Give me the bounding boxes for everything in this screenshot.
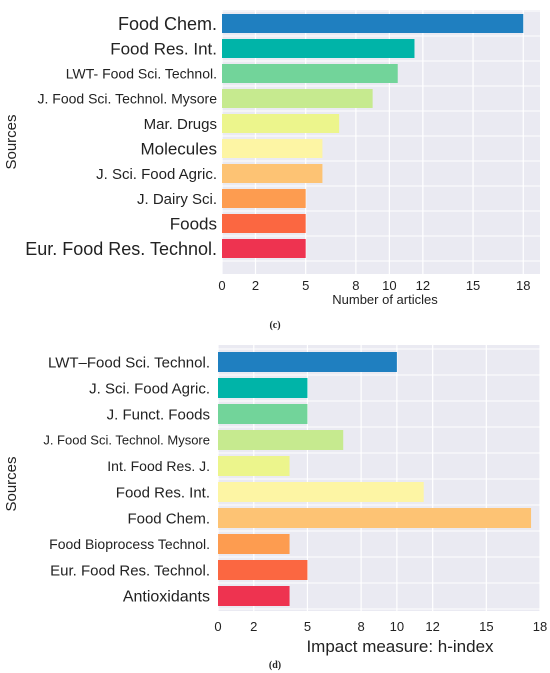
bar [222, 164, 323, 183]
bar [218, 352, 397, 372]
x-tick-label: 5 [302, 278, 309, 293]
category-label: Mar. Drugs [144, 116, 217, 133]
x-tick-label: 2 [252, 278, 259, 293]
bar [222, 239, 306, 258]
category-label: Eur. Food Res. Technol. [50, 562, 210, 579]
bar [218, 404, 308, 424]
bar [218, 430, 344, 450]
x-tick-label: 15 [466, 278, 480, 293]
category-label: J. Food Sci. Technol. Mysore [43, 433, 210, 448]
bars-d [218, 352, 532, 606]
category-label: LWT- Food Sci. Technol. [66, 65, 217, 81]
chart-c: Food Chem. Food Res. Int. LWT- Food Sci. T… [3, 10, 540, 331]
x-tick-label: 0 [218, 278, 225, 293]
category-label: Int. Food Res. J. [107, 458, 210, 474]
chart-d: LWT–Food Sci. Technol. J. Sci. Food Agric… [3, 345, 547, 671]
category-label: Food Res. Int. [116, 484, 210, 501]
bar [222, 214, 306, 233]
tick-labels-d: 0 2 5 8 10 12 15 18 [214, 619, 547, 634]
bar [218, 378, 308, 398]
bar [218, 586, 290, 606]
bar [218, 534, 290, 554]
category-label: Foods [170, 214, 217, 233]
category-label: J. Sci. Food Agric. [89, 380, 210, 397]
caption-d: (d) [269, 660, 281, 671]
bar [218, 482, 424, 502]
category-label: Molecules [140, 139, 217, 158]
category-label: Eur. Food Res. Technol. [25, 239, 217, 259]
category-label: J. Dairy Sci. [137, 191, 217, 208]
bars-c [222, 14, 524, 258]
x-tick-label: 15 [479, 619, 493, 634]
x-tick-label: 8 [352, 278, 359, 293]
category-label: J. Food Sci. Technol. Mysore [38, 90, 218, 106]
category-labels-d: LWT–Food Sci. Technol. J. Sci. Food Agric… [43, 354, 210, 605]
caption-c: (c) [269, 320, 280, 331]
x-tick-label: 18 [516, 278, 530, 293]
category-label: J. Sci. Food Agric. [96, 166, 217, 183]
category-label: Antioxidants [123, 589, 210, 606]
x-tick-label: 2 [250, 619, 257, 634]
x-tick-label: 5 [304, 619, 311, 634]
x-axis-title-d: Impact measure: h-index [306, 637, 494, 656]
x-tick-label: 12 [416, 278, 430, 293]
y-axis-title-c: Sources [3, 114, 20, 169]
category-label: J. Funct. Foods [107, 406, 210, 423]
x-tick-label: 18 [533, 619, 547, 634]
bar [222, 189, 306, 208]
bar [222, 89, 373, 108]
category-label: Food Res. Int. [110, 39, 217, 58]
category-label: Food Chem. [127, 510, 210, 527]
x-axis-title-c: Number of articles [332, 292, 438, 307]
x-tick-label: 8 [357, 619, 364, 634]
category-label: Food Chem. [118, 14, 217, 34]
bar [218, 456, 290, 476]
bar [222, 64, 398, 83]
bar [218, 560, 308, 580]
bar [222, 14, 524, 33]
category-label: LWT–Food Sci. Technol. [48, 354, 210, 371]
category-label: Food Bioprocess Technol. [49, 536, 210, 552]
x-tick-label: 12 [425, 619, 439, 634]
x-tick-label: 10 [390, 619, 404, 634]
tick-labels-c: 0 2 5 8 10 12 15 18 [218, 278, 530, 293]
bar [222, 114, 340, 133]
category-labels-c: Food Chem. Food Res. Int. LWT- Food Sci. T… [25, 14, 217, 259]
bar [222, 139, 323, 158]
x-tick-label: 10 [382, 278, 396, 293]
gridlines-d [217, 345, 541, 611]
bar [222, 39, 415, 58]
bar [218, 508, 532, 528]
y-axis-title-d: Sources [3, 456, 20, 511]
x-tick-label: 0 [214, 619, 221, 634]
